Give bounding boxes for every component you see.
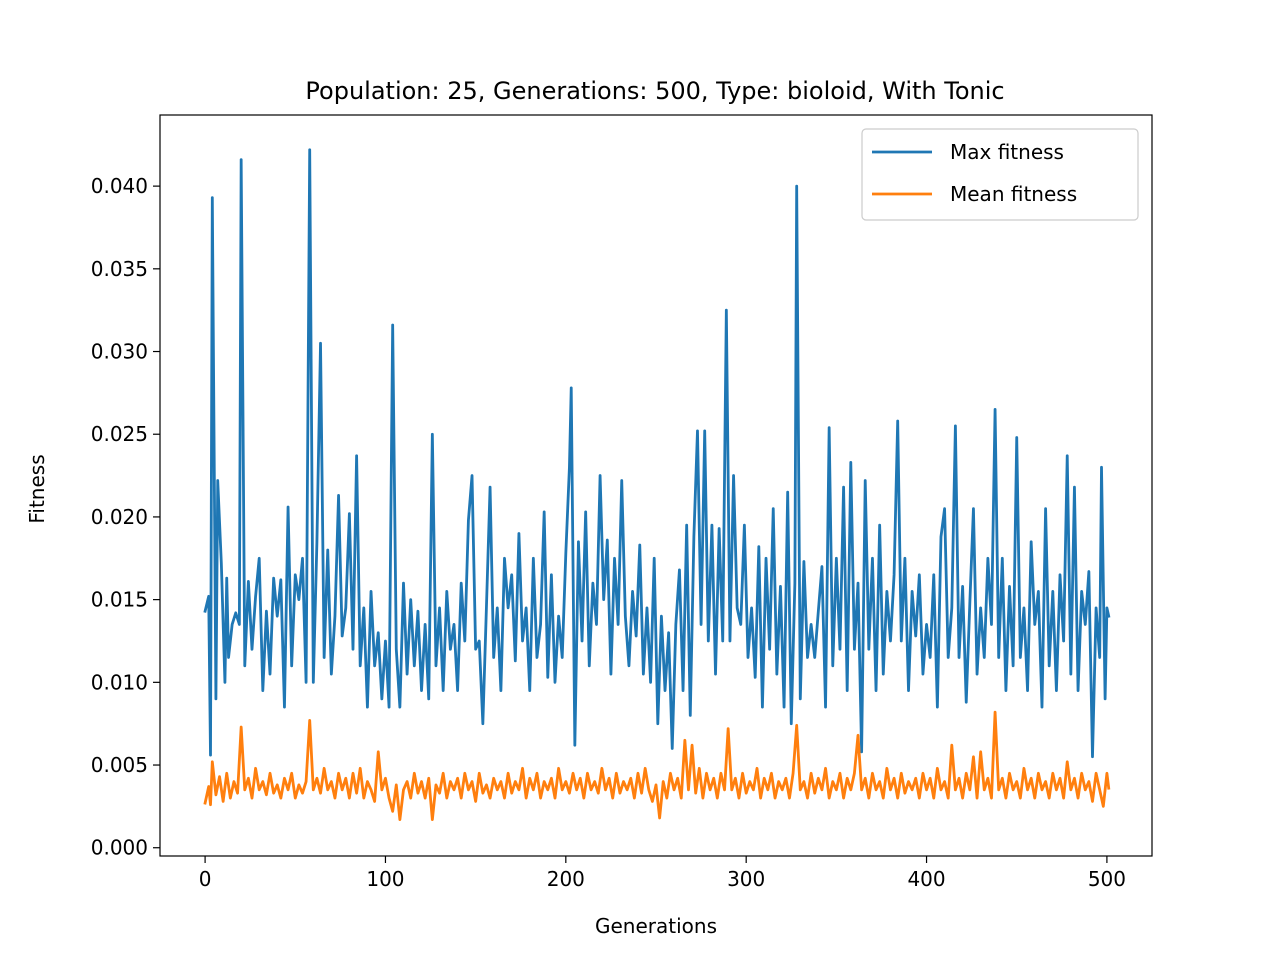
- y-tick-label: 0.035: [91, 257, 148, 281]
- y-tick-label: 0.000: [91, 836, 148, 860]
- x-axis-label: Generations: [595, 914, 717, 938]
- x-tick-label: 500: [1088, 867, 1126, 891]
- legend-label-mean-fitness: Mean fitness: [950, 182, 1077, 206]
- x-tick-label: 200: [547, 867, 585, 891]
- x-tick-label: 100: [366, 867, 404, 891]
- y-tick-label: 0.015: [91, 588, 148, 612]
- chart-title: Population: 25, Generations: 500, Type: …: [305, 77, 1004, 105]
- y-tick-label: 0.005: [91, 753, 148, 777]
- legend: Max fitness Mean fitness: [861, 128, 1139, 221]
- x-axis: 0 100 200 300 400 500: [199, 856, 1126, 891]
- legend-label-max-fitness: Max fitness: [950, 140, 1064, 164]
- y-tick-label: 0.020: [91, 505, 148, 529]
- y-tick-label: 0.025: [91, 422, 148, 446]
- plot-frame: [159, 114, 1153, 857]
- y-tick-label: 0.040: [91, 174, 148, 198]
- series-line-mean-fitness: [203, 710, 1111, 822]
- x-tick-label: 0: [199, 867, 212, 891]
- y-tick-label: 0.010: [91, 670, 148, 694]
- x-tick-label: 400: [907, 867, 945, 891]
- y-tick-label: 0.030: [91, 340, 148, 364]
- y-axis-label: Fitness: [25, 454, 49, 523]
- y-axis: 0.000 0.005 0.010 0.015 0.020 0.025 0.030 0.035…: [91, 174, 160, 860]
- plot-series-layer: [203, 148, 1111, 822]
- x-tick-label: 300: [727, 867, 765, 891]
- series-line-max-fitness: [203, 148, 1111, 759]
